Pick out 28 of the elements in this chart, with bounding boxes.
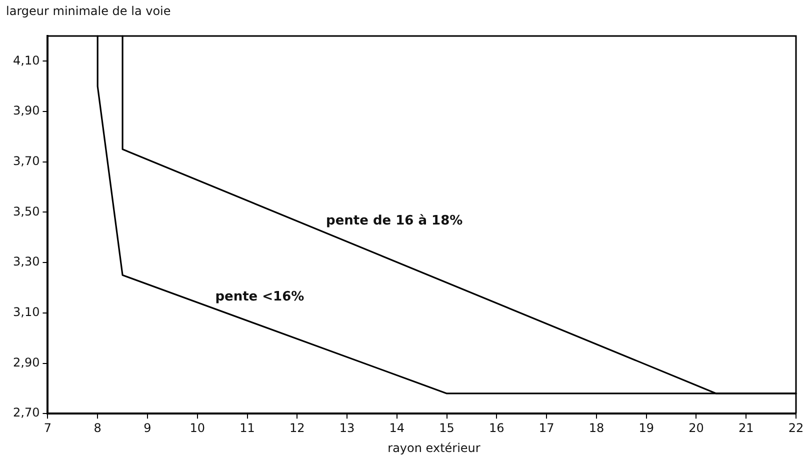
x-tick-label: 10	[190, 420, 206, 435]
y-axis-title: largeur minimale de la voie	[6, 4, 171, 18]
y-tick-label: 3,90	[13, 104, 40, 118]
x-tick-label: 13	[339, 420, 355, 435]
series-label: pente <16%	[215, 289, 304, 304]
series-label: pente de 16 à 18%	[326, 213, 463, 228]
y-tick-label: 3,30	[13, 254, 40, 269]
x-tick-label: 16	[489, 420, 504, 435]
x-tick-label: 7	[44, 420, 52, 435]
x-tick-label: 19	[638, 420, 654, 435]
x-tick-label: 11	[240, 420, 255, 435]
x-tick-label: 9	[144, 420, 152, 435]
x-tick-label: 21	[738, 420, 754, 435]
x-tick-label: 15	[439, 420, 454, 435]
x-axis-title: rayon extérieur	[386, 441, 482, 455]
y-tick-label: 3,10	[13, 305, 40, 320]
x-tick-label: 14	[389, 420, 405, 435]
x-tick-label: 22	[788, 420, 804, 435]
y-tick-label: 3,70	[13, 154, 40, 168]
y-tick-label: 2,90	[13, 355, 40, 370]
y-tick-label: 3,50	[13, 204, 40, 218]
x-tick-label: 20	[688, 420, 704, 435]
x-tick-label: 12	[290, 420, 305, 435]
x-tick-label: 18	[588, 420, 604, 435]
y-tick-label: 4,10	[13, 53, 40, 68]
x-tick-label: 8	[94, 420, 102, 435]
x-tick-label: 17	[538, 420, 554, 435]
y-tick-label: 2,70	[13, 406, 40, 420]
